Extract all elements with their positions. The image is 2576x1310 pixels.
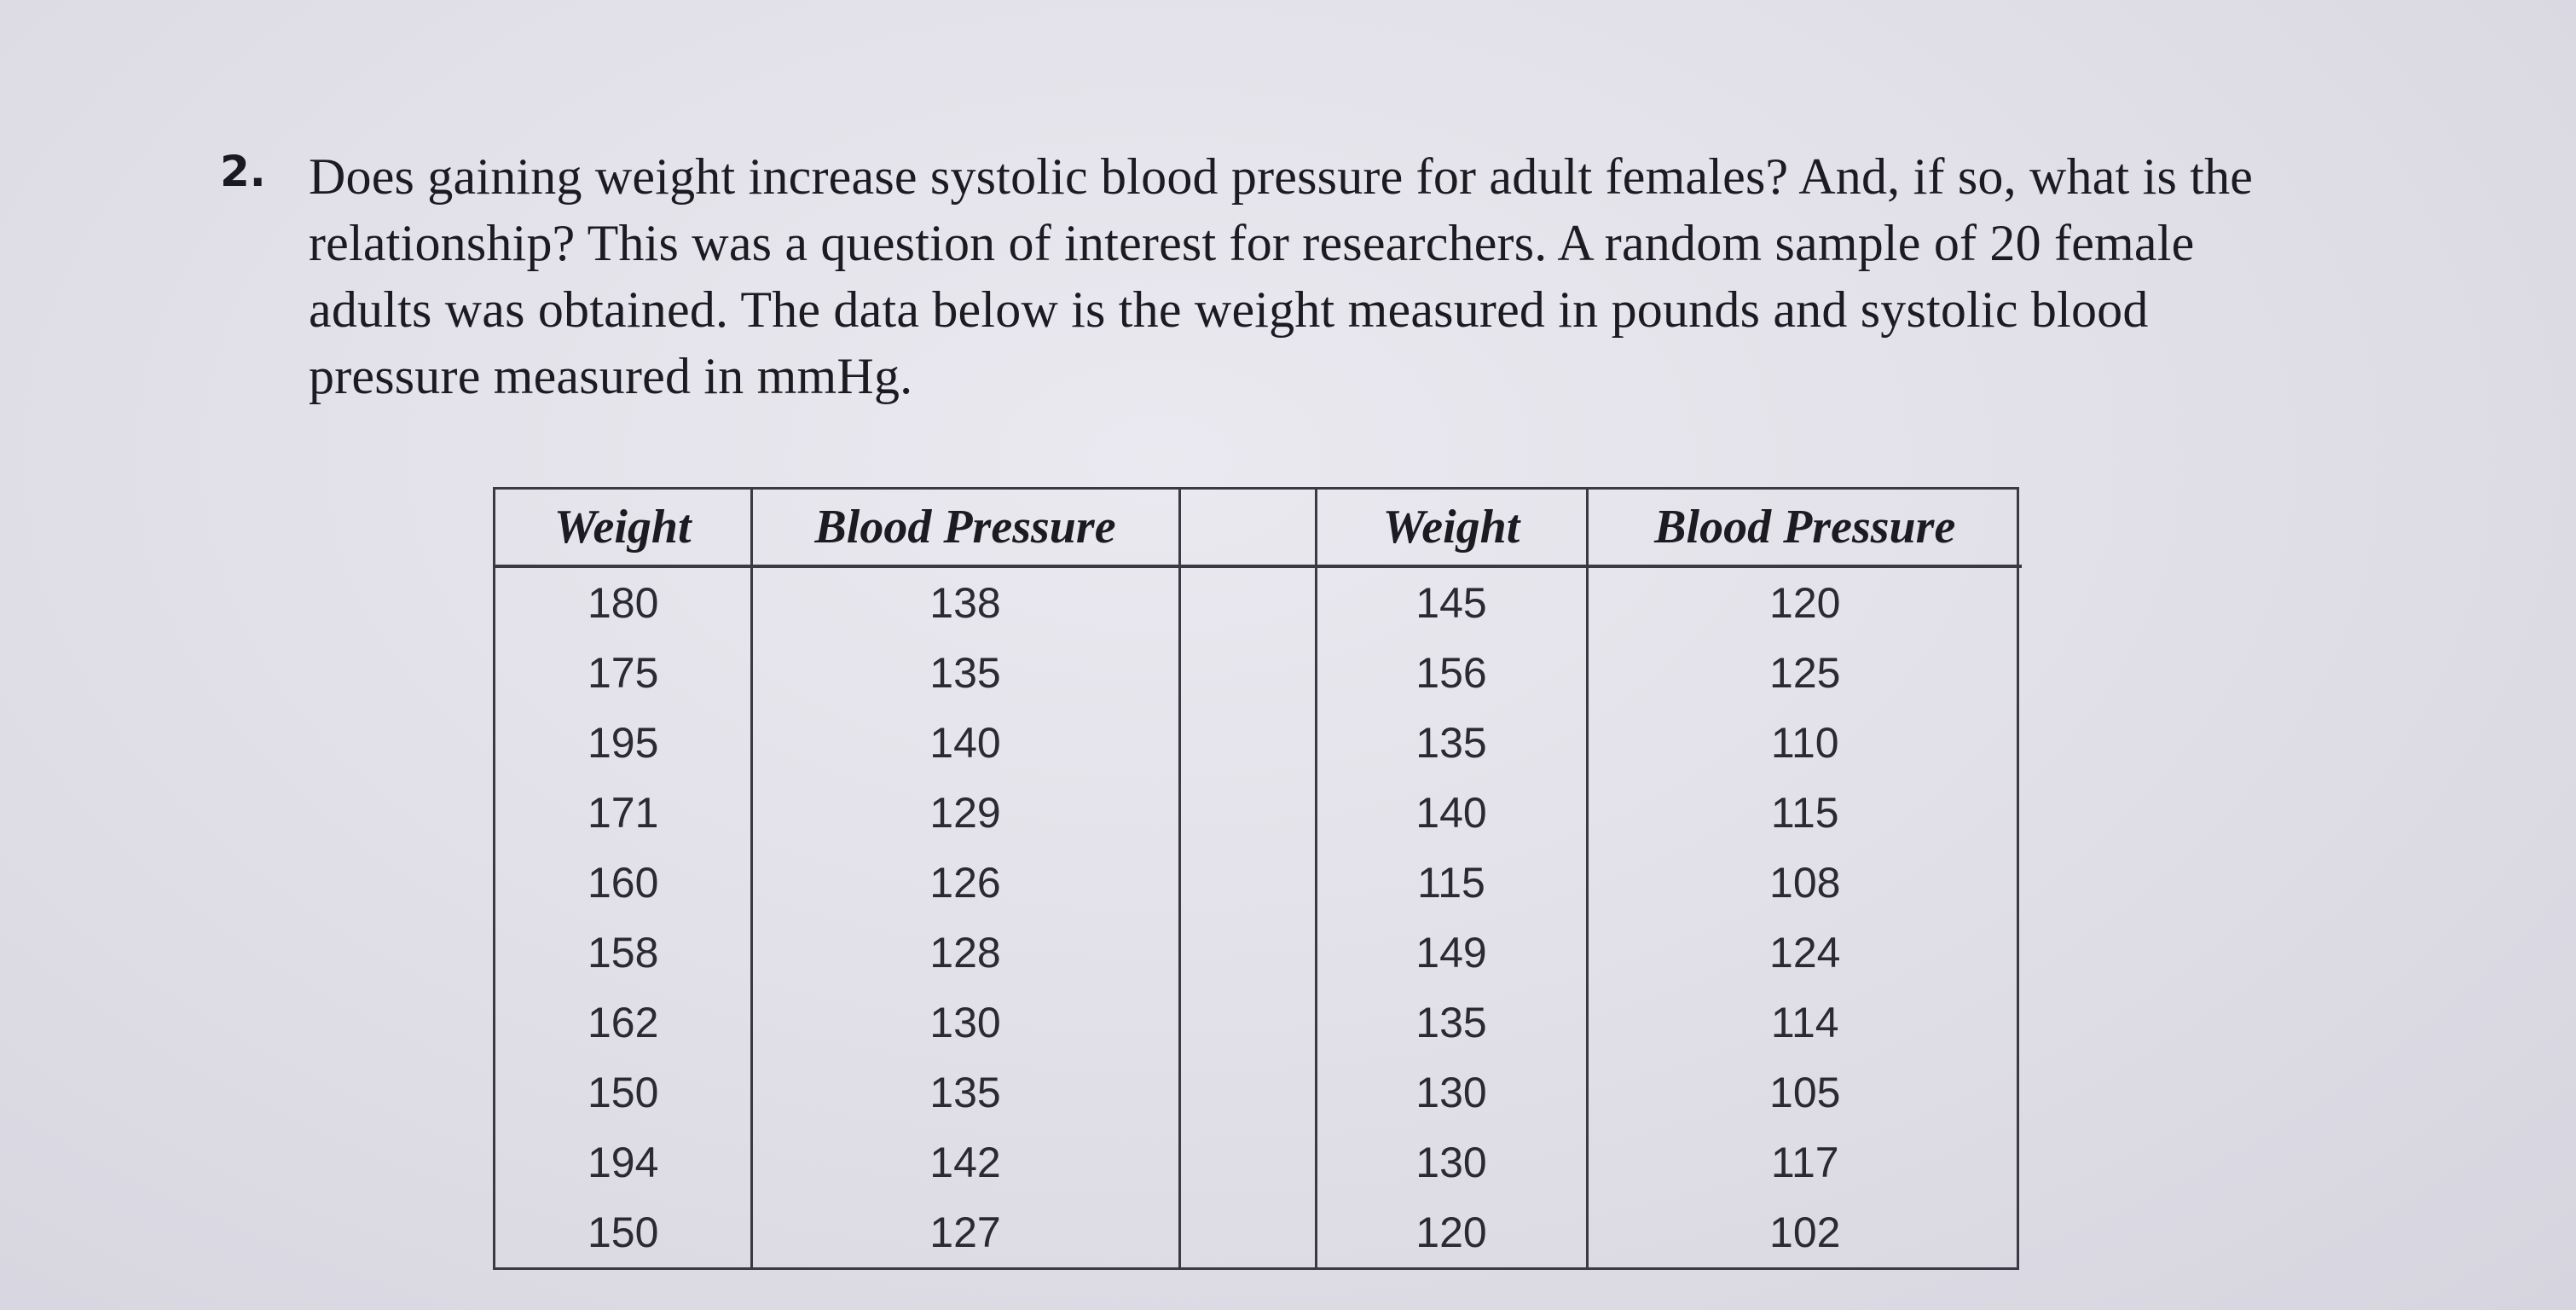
bp-right-cell: 124 bbox=[1769, 929, 1841, 977]
bp-left-cell: 127 bbox=[751, 1197, 1181, 1267]
bp-right-cell: 108 bbox=[1769, 859, 1841, 907]
header-weight-left: Weight bbox=[495, 490, 753, 568]
table-row: 180 138 145 120 bbox=[495, 566, 2022, 638]
weight-left-cell: 158 bbox=[495, 918, 753, 988]
bp-left-cell: 135 bbox=[751, 638, 1181, 708]
weight-right-cell: 140 bbox=[1316, 778, 1589, 848]
bp-right-cell: 102 bbox=[1769, 1209, 1841, 1256]
weight-left-cell: 150 bbox=[495, 1058, 753, 1127]
weight-right-cell: 145 bbox=[1316, 566, 1589, 638]
weight-left-cell: 180 bbox=[495, 566, 753, 638]
problem-statement: Does gaining weight increase systolic bl… bbox=[309, 148, 2254, 404]
table-row: 158 128 149 124 bbox=[495, 918, 2022, 988]
data-table-frame: Weight Blood Pressure Weight Blood Press… bbox=[493, 487, 2022, 1270]
weight-left-cell: 171 bbox=[495, 778, 753, 848]
spacer-cell bbox=[1179, 708, 1317, 778]
header-blood-pressure-left: Blood Pressure bbox=[751, 490, 1181, 568]
weight-right-cell: 135 bbox=[1316, 988, 1589, 1058]
weight-left-cell: 175 bbox=[495, 638, 753, 708]
bp-left-cell: 135 bbox=[751, 1058, 1181, 1127]
spacer-cell bbox=[1179, 848, 1317, 918]
table-row: 171 129 140 115 bbox=[495, 778, 2022, 848]
weight-right-cell: 135 bbox=[1316, 708, 1589, 778]
bp-right-cell: 117 bbox=[1770, 1139, 1839, 1186]
weight-right-cell: 149 bbox=[1316, 918, 1589, 988]
table-header-row: Weight Blood Pressure Weight Blood Press… bbox=[495, 490, 2022, 568]
table-row: 194 142 130 117 bbox=[495, 1127, 2022, 1197]
table-row: 195 140 135 110 bbox=[495, 708, 2022, 778]
spacer-cell bbox=[1179, 566, 1317, 638]
weight-right-cell: 115 bbox=[1316, 848, 1589, 918]
weight-left-cell: 194 bbox=[495, 1127, 753, 1197]
table-row: 175 135 156 125 bbox=[495, 638, 2022, 708]
weight-blood-pressure-table: Weight Blood Pressure Weight Blood Press… bbox=[495, 490, 2022, 1267]
table-row: 160 126 115 108 bbox=[495, 848, 2022, 918]
bp-right-cell: 105 bbox=[1769, 1069, 1841, 1116]
bp-left-cell: 140 bbox=[751, 708, 1181, 778]
bp-right-cell: 114 bbox=[1770, 999, 1839, 1046]
header-spacer bbox=[1179, 490, 1317, 568]
bp-right-cell: 115 bbox=[1770, 789, 1839, 837]
bp-left-cell: 128 bbox=[751, 918, 1181, 988]
bp-left-cell: 126 bbox=[751, 848, 1181, 918]
bp-left-cell: 130 bbox=[751, 988, 1181, 1058]
weight-right-cell: 130 bbox=[1316, 1058, 1589, 1127]
table-row: 150 127 120 102 bbox=[495, 1197, 2022, 1267]
spacer-cell bbox=[1179, 1127, 1317, 1197]
spacer-cell bbox=[1179, 988, 1317, 1058]
spacer-cell bbox=[1179, 918, 1317, 988]
weight-right-cell: 130 bbox=[1316, 1127, 1589, 1197]
weight-right-cell: 120 bbox=[1316, 1197, 1589, 1267]
header-blood-pressure-right: Blood Pressure bbox=[1587, 490, 2022, 568]
spacer-cell bbox=[1179, 1197, 1317, 1267]
weight-right-cell: 156 bbox=[1316, 638, 1589, 708]
spacer-cell bbox=[1179, 638, 1317, 708]
weight-left-cell: 162 bbox=[495, 988, 753, 1058]
weight-left-cell: 150 bbox=[495, 1197, 753, 1267]
bp-left-cell: 138 bbox=[751, 566, 1181, 638]
weight-left-cell: 195 bbox=[495, 708, 753, 778]
header-weight-right: Weight bbox=[1316, 490, 1589, 568]
bp-right-cell: 125 bbox=[1769, 649, 1841, 697]
bp-left-cell: 129 bbox=[751, 778, 1181, 848]
table-row: 162 130 135 114 bbox=[495, 988, 2022, 1058]
spacer-cell bbox=[1179, 778, 1317, 848]
problem-number: 2. bbox=[220, 147, 266, 196]
problem-block: 2. Does gaining weight increase systolic… bbox=[220, 143, 2318, 409]
spacer-cell bbox=[1179, 1058, 1317, 1127]
weight-left-cell: 160 bbox=[495, 848, 753, 918]
table-row: 150 135 130 105 bbox=[495, 1058, 2022, 1127]
bp-right-cell: 120 bbox=[1769, 579, 1841, 627]
bp-left-cell: 142 bbox=[751, 1127, 1181, 1197]
bp-right-cell: 110 bbox=[1770, 719, 1839, 767]
table-body: 180 138 145 120 175 135 156 125 195 140 … bbox=[495, 566, 2022, 1267]
